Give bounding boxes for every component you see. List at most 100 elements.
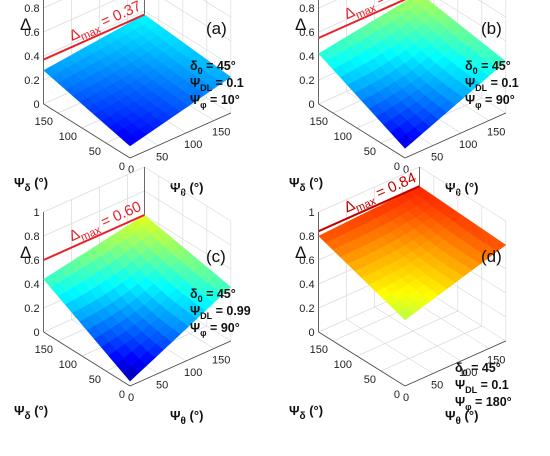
surface [43,14,232,147]
x-axis-title-sub: δ [300,183,306,194]
y-axis-title: Ψθ (°) [445,408,478,427]
parameter-0: δ0 = 45° [465,59,511,76]
x-tick-label-2: 100 [59,359,77,371]
z-tick-label-1: 0.2 [24,75,39,87]
parameter-symbol: δ [190,59,198,73]
y-tick-labels: 0 50 100 150 [403,355,505,405]
parameter-symbol: Ψ [190,76,200,90]
parameter-0: δ0 = 45° [190,59,236,76]
z-tick-label-1: 0.2 [299,303,314,315]
y-axis-title: Ψθ (°) [445,180,478,199]
x-tick-label-2: 100 [59,131,77,143]
x-tick-label-0: 0 [394,389,400,401]
x-axis-title-symbol: Ψ [289,403,300,418]
z-tick-label-0: 0 [33,99,39,111]
x-tick-label-1: 50 [364,146,376,158]
surface [43,214,232,382]
y-axis-title-symbol: Ψ [170,180,181,195]
axis-frame [318,167,506,387]
x-axis-title-sub: δ [25,183,31,194]
parameter-sub: φ [200,100,207,110]
z-tick-label-2: 0.4 [24,51,39,63]
parameter-sub: φ [475,100,482,110]
y-floor-gridline-2 [374,306,462,362]
surface [318,185,507,321]
parameter-value: = 90° [207,321,240,335]
x-tick-label-0: 0 [119,161,125,173]
x-tick-label-0: 0 [394,161,400,173]
parameter-1: ΨDL = 0.1 [190,76,244,93]
x-axis-title-unit: (°) [306,175,323,190]
x-tick-label-0: 0 [119,389,125,401]
panel-label: (d) [481,247,502,266]
parameter-sub: DL [465,385,477,395]
x-axis-title-symbol: Ψ [289,175,300,190]
y-tick-label-0: 0 [403,392,409,404]
z-tick-label-2: 0.4 [299,279,314,291]
axis-line-0 [43,331,131,387]
z-axis-label: Δ [20,15,31,34]
z-tick-label-4: 0.8 [24,3,39,15]
chart-panel-3: Δmax = 0.6000.20.40.60.81Δ05010015005010… [14,166,251,427]
y-axis-title-sub: θ [456,188,461,199]
y-tick-label-2: 100 [459,139,477,151]
parameter-value: = 180° [472,395,512,409]
parameter-value: = 45° [468,361,501,375]
parameter-symbol: δ [455,361,463,375]
y-tick-labels: 0 50 100 150 [403,127,505,177]
z-tick-label-4: 0.8 [24,231,39,243]
z-tick-label-5: 1 [33,207,39,219]
axis-line-1 [404,112,506,159]
z-tick-labels: 00.20.40.60.81 [299,3,314,111]
surface-cell-0-11 [489,239,507,252]
z-tick-label-3: 0.6 [24,27,39,39]
z-axis-label: Δ [295,243,306,262]
x-axis-title-symbol: Ψ [14,403,25,418]
x-tick-label-1: 50 [364,374,376,386]
parameter-box: δ0 = 45°ΨDL = 0.1Ψφ = 10° [190,59,244,110]
parameter-symbol: Ψ [190,93,200,107]
y-tick-label-2: 100 [184,139,202,151]
parameter-sub: DL [200,311,212,321]
parameter-2: Ψφ = 10° [190,93,240,110]
z-axis-label: Δ [20,243,31,262]
parameter-sub: 0 [473,66,478,76]
parameter-value: = 90° [482,93,515,107]
parameter-sub: 0 [463,368,468,378]
parameter-0: δ0 = 45° [190,287,236,304]
y-axis-title-unit: (°) [461,408,478,423]
x-tick-label-1: 50 [89,146,101,158]
z-tick-label-1: 0.2 [299,75,314,87]
y-axis-title-symbol: Ψ [445,408,456,423]
y-tick-label-1: 50 [156,152,168,164]
parameter-symbol: Ψ [190,304,200,318]
parameter-sub: φ [200,328,207,338]
parameter-box: δ0 = 45°ΨDL = 0.1Ψφ = 90° [465,59,519,110]
axis-line-1 [129,340,231,387]
z-tick-label-4: 0.8 [299,231,314,243]
parameter-value: = 10° [207,93,240,107]
y-tick-labels: 0 50 100 150 [128,127,230,177]
y-tick-label-1: 50 [156,380,168,392]
z-tick-label-2: 0.4 [24,279,39,291]
y-axis-title: Ψθ (°) [170,180,203,199]
parameter-value: = 0.99 [212,304,251,318]
parameter-value: = 0.1 [212,76,244,90]
x-axis-title: Ψδ (°) [14,175,48,194]
x-axis-title-sub: δ [25,411,31,422]
z-tick-label-3: 0.6 [299,255,314,267]
parameter-symbol: Ψ [465,93,475,107]
axis-line-1 [404,340,506,387]
y-tick-label-3: 150 [487,127,505,139]
parameter-symbol: δ [465,59,473,73]
parameter-2: Ψφ = 90° [465,93,515,110]
parameter-symbol: Ψ [190,321,200,335]
y-axis-title-unit: (°) [186,180,203,195]
z-tick-label-1: 0.2 [24,303,39,315]
x-tick-label-2: 100 [334,131,352,143]
axis-line-1 [129,112,231,159]
parameter-sub: DL [475,83,487,93]
y-axis-title: Ψθ (°) [170,408,203,427]
x-tick-labels: 0 50 100 150 [35,116,125,173]
